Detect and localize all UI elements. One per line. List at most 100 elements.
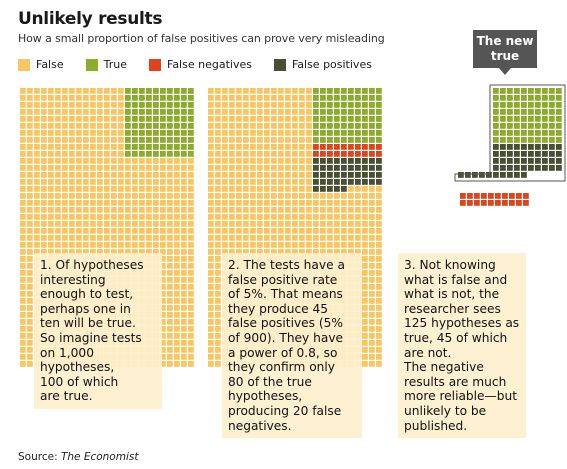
panel-2-cell	[369, 249, 375, 255]
panel-2-cell	[229, 249, 235, 255]
panel-2-cell	[369, 144, 375, 150]
panel-2-cell	[355, 151, 361, 157]
panel-2-cell	[229, 158, 235, 164]
panel-1-cell	[76, 116, 82, 122]
panel-2-cell	[334, 172, 340, 178]
panel-2-cell	[236, 88, 242, 94]
panel-2-cell	[369, 319, 375, 325]
panel-2-cell	[369, 256, 375, 262]
panel-2-cell	[285, 137, 291, 143]
panel-2-cell	[229, 186, 235, 192]
panel-1-cell	[118, 242, 124, 248]
panel-1-cell	[111, 214, 117, 220]
panel-1-cell	[139, 158, 145, 164]
panel-1-cell	[160, 354, 166, 360]
panel-1-cell	[146, 144, 152, 150]
panel-1-cell	[55, 242, 61, 248]
panel-1-cell	[104, 109, 110, 115]
panel-2-cell	[362, 137, 368, 143]
panel-3-cell	[500, 88, 506, 94]
panel-1-cell	[20, 221, 26, 227]
panel-1-cell	[188, 200, 194, 206]
panel-3-cell	[514, 123, 520, 129]
panel-2-cell	[327, 165, 333, 171]
panel-2-cell	[236, 179, 242, 185]
panel-1-cell	[69, 95, 75, 101]
panel-1-cell	[132, 165, 138, 171]
panel-1-cell	[90, 242, 96, 248]
panel-2-cell	[334, 249, 340, 255]
panel-1-cell	[90, 249, 96, 255]
panel-3-cell	[542, 109, 548, 115]
panel-1-cell	[83, 249, 89, 255]
panel-1-cell	[27, 340, 33, 346]
panel-1-cell	[27, 144, 33, 150]
panel-1-cell	[27, 270, 33, 276]
panel-2-cell	[257, 137, 263, 143]
panel-2-cell	[362, 312, 368, 318]
panel-3-cell	[556, 165, 562, 171]
panel-1-cell	[69, 165, 75, 171]
panel-2-cell	[215, 305, 221, 311]
panel-2-cell	[215, 172, 221, 178]
panel-2-cell	[243, 144, 249, 150]
panel-2-cell	[341, 200, 347, 206]
panel-2-cell	[362, 242, 368, 248]
panel-1-cell	[160, 319, 166, 325]
panel-3-cell	[535, 109, 541, 115]
panel-1-cell	[188, 277, 194, 283]
panel-2-cell	[320, 137, 326, 143]
panel-1-cell	[174, 249, 180, 255]
panel-1-cell	[48, 200, 54, 206]
panel-1-cell	[167, 179, 173, 185]
panel-1-cell	[62, 144, 68, 150]
panel-3-cell	[481, 200, 487, 206]
panel-2-cell	[243, 130, 249, 136]
panel-2-cell	[348, 158, 354, 164]
panel-1-cell	[118, 102, 124, 108]
panel-2-cell	[313, 179, 319, 185]
panel-1-cell	[20, 186, 26, 192]
panel-1-cell	[132, 214, 138, 220]
panel-2-cell	[327, 144, 333, 150]
panel-2-cell	[355, 207, 361, 213]
panel-2-cell	[229, 235, 235, 241]
legend-swatch-false	[18, 58, 30, 71]
panel-1-cell	[181, 249, 187, 255]
panel-2-cell	[229, 151, 235, 157]
panel-1-cell	[55, 123, 61, 129]
panel-1-cell	[146, 249, 152, 255]
panel-3-cell	[542, 165, 548, 171]
panel-1-cell	[118, 228, 124, 234]
panel-3-cell	[493, 109, 499, 115]
panel-1-cell	[125, 88, 131, 94]
panel-1-cell	[76, 200, 82, 206]
panel-3-cell	[521, 172, 527, 178]
panel-2-cell	[250, 242, 256, 248]
panel-2-cell	[355, 130, 361, 136]
panel-2-cell	[215, 221, 221, 227]
panel-2-cell	[257, 186, 263, 192]
panel-1-cell	[97, 186, 103, 192]
panel-2-cell	[215, 312, 221, 318]
panel-1-cell	[174, 123, 180, 129]
panel-1-cell	[69, 228, 75, 234]
panel-1-cell	[181, 172, 187, 178]
panel-2-cell	[348, 200, 354, 206]
panel-2-cell	[376, 144, 382, 150]
source-note: Source: The Economist	[18, 451, 138, 463]
panel-1-cell	[160, 221, 166, 227]
panel-3-cell	[493, 88, 499, 94]
panel-1-cell	[111, 207, 117, 213]
panel-1-cell	[20, 284, 26, 290]
panel-1-cell	[174, 165, 180, 171]
panel-1-cell	[125, 116, 131, 122]
panel-1-cell	[174, 102, 180, 108]
panel-2-cell	[278, 193, 284, 199]
panel-1-cell	[76, 179, 82, 185]
panel-2-cell	[215, 151, 221, 157]
panel-3-cell	[542, 158, 548, 164]
panel-1-cell	[41, 200, 47, 206]
panel-2-cell	[257, 235, 263, 241]
panel-2-cell	[306, 242, 312, 248]
